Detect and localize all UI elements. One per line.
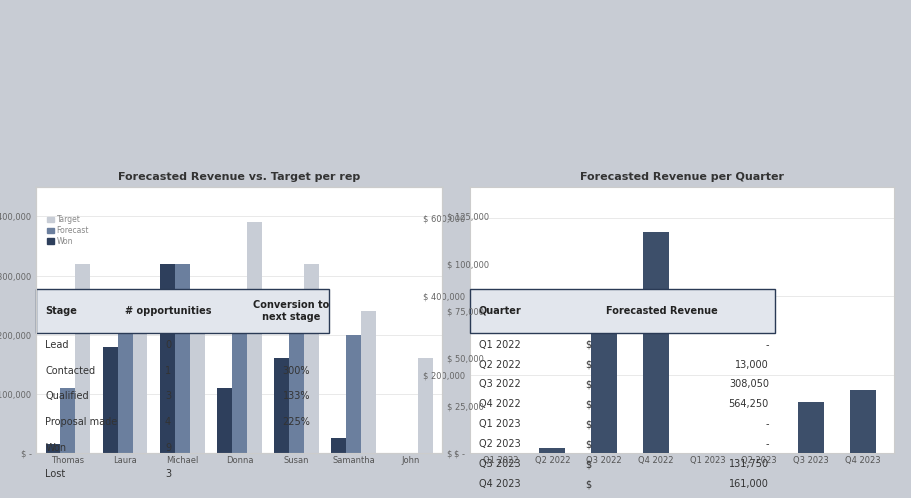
- Text: 3: 3: [165, 469, 171, 479]
- Bar: [103, 347, 118, 453]
- Text: Q2 2022: Q2 2022: [478, 360, 520, 370]
- Text: Q1 2022: Q1 2022: [478, 340, 520, 350]
- Text: 9: 9: [165, 443, 171, 453]
- Bar: [274, 359, 289, 453]
- Bar: [331, 438, 346, 453]
- Text: 3: 3: [165, 391, 171, 401]
- Text: 133%: 133%: [282, 391, 310, 401]
- Text: 564,250: 564,250: [728, 399, 768, 409]
- Text: -: -: [764, 340, 768, 350]
- Text: $: $: [585, 340, 591, 350]
- Text: # opportunities: # opportunities: [125, 306, 211, 316]
- Bar: [642, 232, 668, 453]
- FancyBboxPatch shape: [36, 289, 328, 333]
- Title: Forecasted Revenue vs. Target per rep: Forecasted Revenue vs. Target per rep: [118, 172, 360, 182]
- Text: Q4 2023: Q4 2023: [478, 479, 520, 489]
- Text: 13,000: 13,000: [734, 360, 768, 370]
- Bar: [797, 401, 823, 453]
- Text: -: -: [764, 419, 768, 429]
- Bar: [346, 335, 361, 453]
- FancyBboxPatch shape: [469, 289, 774, 333]
- Bar: [118, 317, 132, 453]
- Text: $: $: [585, 439, 591, 449]
- Text: $: $: [585, 360, 591, 370]
- Bar: [175, 264, 189, 453]
- Bar: [361, 311, 375, 453]
- Text: Qualified: Qualified: [46, 391, 88, 401]
- Text: Q3 2023: Q3 2023: [478, 459, 520, 469]
- Text: Q2 2023: Q2 2023: [478, 439, 520, 449]
- Text: $: $: [585, 379, 591, 389]
- Bar: [289, 329, 303, 453]
- Bar: [539, 448, 565, 453]
- Text: Stage: Stage: [46, 306, 77, 316]
- Bar: [76, 264, 90, 453]
- Text: 4: 4: [165, 417, 171, 427]
- Text: 308,050: 308,050: [728, 379, 768, 389]
- Bar: [418, 359, 433, 453]
- Text: $: $: [585, 459, 591, 469]
- Text: $: $: [585, 419, 591, 429]
- Text: Q1 2023: Q1 2023: [478, 419, 520, 429]
- Bar: [231, 311, 247, 453]
- Text: Contacted: Contacted: [46, 366, 96, 375]
- Text: -: -: [764, 439, 768, 449]
- Title: Forecasted Revenue per Quarter: Forecasted Revenue per Quarter: [579, 172, 783, 182]
- Bar: [60, 388, 76, 453]
- Bar: [46, 444, 60, 453]
- Text: Lost: Lost: [46, 469, 66, 479]
- Text: $: $: [585, 399, 591, 409]
- Text: $: $: [585, 479, 591, 489]
- Text: 131,750: 131,750: [728, 459, 768, 469]
- Bar: [247, 222, 261, 453]
- Legend: Target, Forecast, Won: Target, Forecast, Won: [45, 212, 92, 249]
- Text: 1: 1: [165, 366, 171, 375]
- Text: Proposal made: Proposal made: [46, 417, 118, 427]
- Bar: [189, 308, 204, 453]
- Bar: [217, 388, 231, 453]
- Text: 225%: 225%: [282, 417, 310, 427]
- Text: Q3 2022: Q3 2022: [478, 379, 520, 389]
- Text: 0: 0: [165, 340, 171, 350]
- Bar: [590, 333, 617, 453]
- Text: Won: Won: [46, 443, 67, 453]
- Text: Forecasted Revenue: Forecasted Revenue: [606, 306, 717, 316]
- Text: Quarter: Quarter: [478, 306, 521, 316]
- Text: 300%: 300%: [282, 366, 310, 375]
- Text: Q4 2022: Q4 2022: [478, 399, 520, 409]
- Text: Lead: Lead: [46, 340, 68, 350]
- Bar: [849, 390, 875, 453]
- Bar: [303, 264, 319, 453]
- Text: Conversion to
next stage: Conversion to next stage: [252, 300, 329, 322]
- Text: 161,000: 161,000: [728, 479, 768, 489]
- Bar: [159, 264, 175, 453]
- Bar: [132, 311, 148, 453]
